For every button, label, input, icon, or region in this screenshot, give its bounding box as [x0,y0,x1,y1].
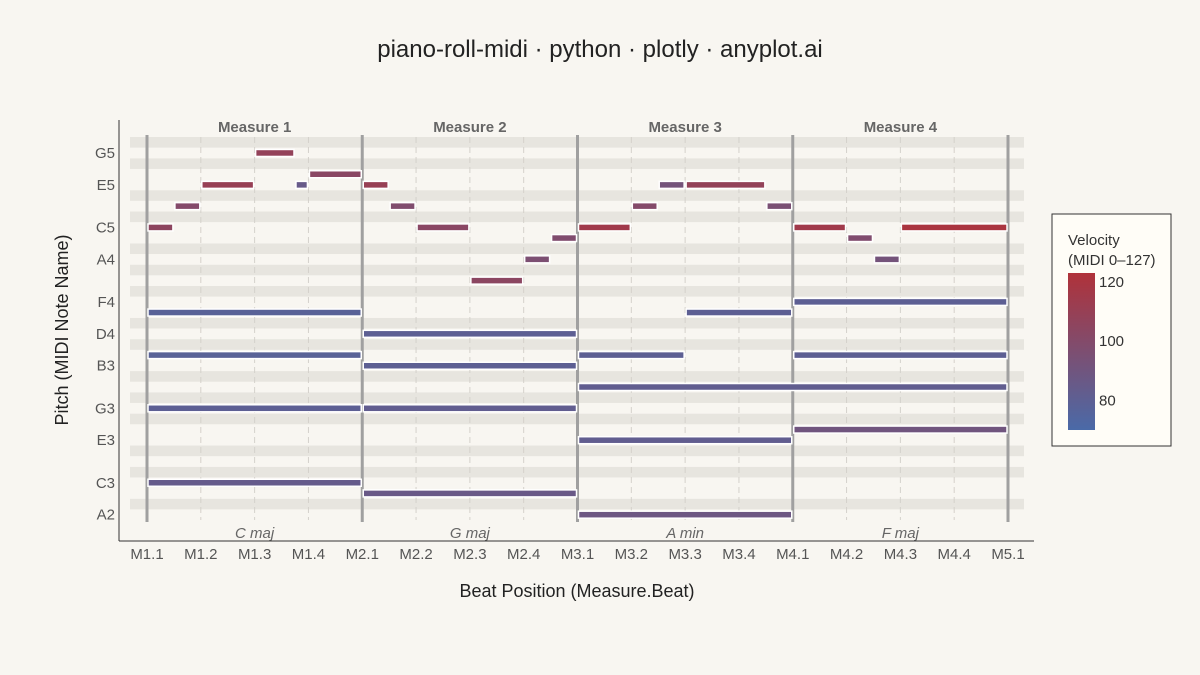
note-bar [174,201,201,211]
colorbar-tick-label: 80 [1099,392,1116,409]
note-bar [389,201,416,211]
note-bar [308,169,363,179]
note-bar [295,180,309,190]
note-bar [900,223,1008,232]
x-tick-label: M4.1 [776,546,809,563]
x-tick-label: M1.3 [238,546,271,563]
colorbar-gradient [1068,273,1095,430]
note-bar [577,350,685,360]
note-bar [766,201,793,211]
x-tick-label: M4.4 [938,546,971,563]
note-bar [362,361,578,370]
measure-label: Measure 1 [218,119,291,136]
note-bar [201,180,255,190]
y-tick-label: A2 [97,507,115,524]
note-bar [362,489,578,498]
measure-label: Measure 2 [433,119,506,136]
y-tick-label: E3 [97,432,115,449]
note-bar [631,201,658,211]
y-tick-label: C3 [96,475,115,492]
y-tick-label: E5 [97,177,115,194]
x-tick-label: M1.1 [130,546,163,563]
measure-label: Measure 3 [648,119,721,136]
x-tick-label: M5.1 [991,546,1024,563]
colorbar-title: Velocity (MIDI 0–127) [1068,232,1156,269]
y-tick-label: F4 [97,294,115,311]
note-bar [362,404,578,413]
x-tick-label: M3.4 [722,546,755,563]
note-bar [685,180,766,190]
note-bar [147,478,362,488]
note-bar [846,233,874,243]
note-bar [577,223,632,232]
y-tick-label: D4 [96,326,115,343]
note-bar [873,255,901,264]
x-tick-label: M2.4 [507,546,540,563]
x-tick-label: M4.2 [830,546,863,563]
x-tick-label: M1.2 [184,546,217,563]
note-bar [147,404,362,413]
chord-label: A min [665,525,704,542]
note-bar [577,435,793,445]
note-bar [254,148,295,158]
note-bar [362,180,389,190]
note-bar [577,510,793,519]
colorbar-legend: Velocity (MIDI 0–127) 80 100 120 [1051,213,1172,447]
x-tick-label: M1.4 [292,546,325,563]
note-bar [147,223,174,232]
y-tick-label: G3 [95,400,115,417]
chart-title: piano-roll-midi · python · plotly · anyp… [377,36,823,63]
x-tick-label: M2.1 [346,546,379,563]
note-bar [577,382,1008,392]
note-bar [523,255,551,264]
x-tick-label: M3.2 [615,546,648,563]
colorbar-tick-label: 100 [1099,333,1124,350]
chord-label: F maj [882,525,920,542]
x-tick-label: M2.3 [453,546,486,563]
y-tick-label: C5 [96,219,115,236]
x-tick-label: M2.2 [399,546,432,563]
note-bar [658,180,685,190]
note-bar [416,223,470,232]
note-bar [793,350,1008,360]
note-bar [793,425,1008,434]
note-bar [470,276,524,285]
note-bar [793,223,847,232]
x-axis-title: Beat Position (Measure.Beat) [459,581,694,601]
note-bar [147,350,362,360]
y-tick-label: A4 [97,251,115,268]
x-tick-label: M3.1 [561,546,594,563]
measure-label: Measure 4 [864,119,938,136]
x-tick-label: M3.3 [668,546,701,563]
note-bar [147,308,362,317]
note-bar [793,297,1008,307]
chord-label: G maj [450,525,491,542]
note-bar [685,308,793,317]
note-bar [550,233,578,243]
colorbar-tick-label: 120 [1099,274,1124,291]
note-bar [362,329,578,339]
x-tick-label: M4.3 [884,546,917,563]
y-tick-label: G5 [95,145,115,162]
chord-label: C maj [235,525,275,542]
y-axis-title: Pitch (MIDI Note Name) [52,234,72,425]
y-tick-label: B3 [97,358,115,375]
